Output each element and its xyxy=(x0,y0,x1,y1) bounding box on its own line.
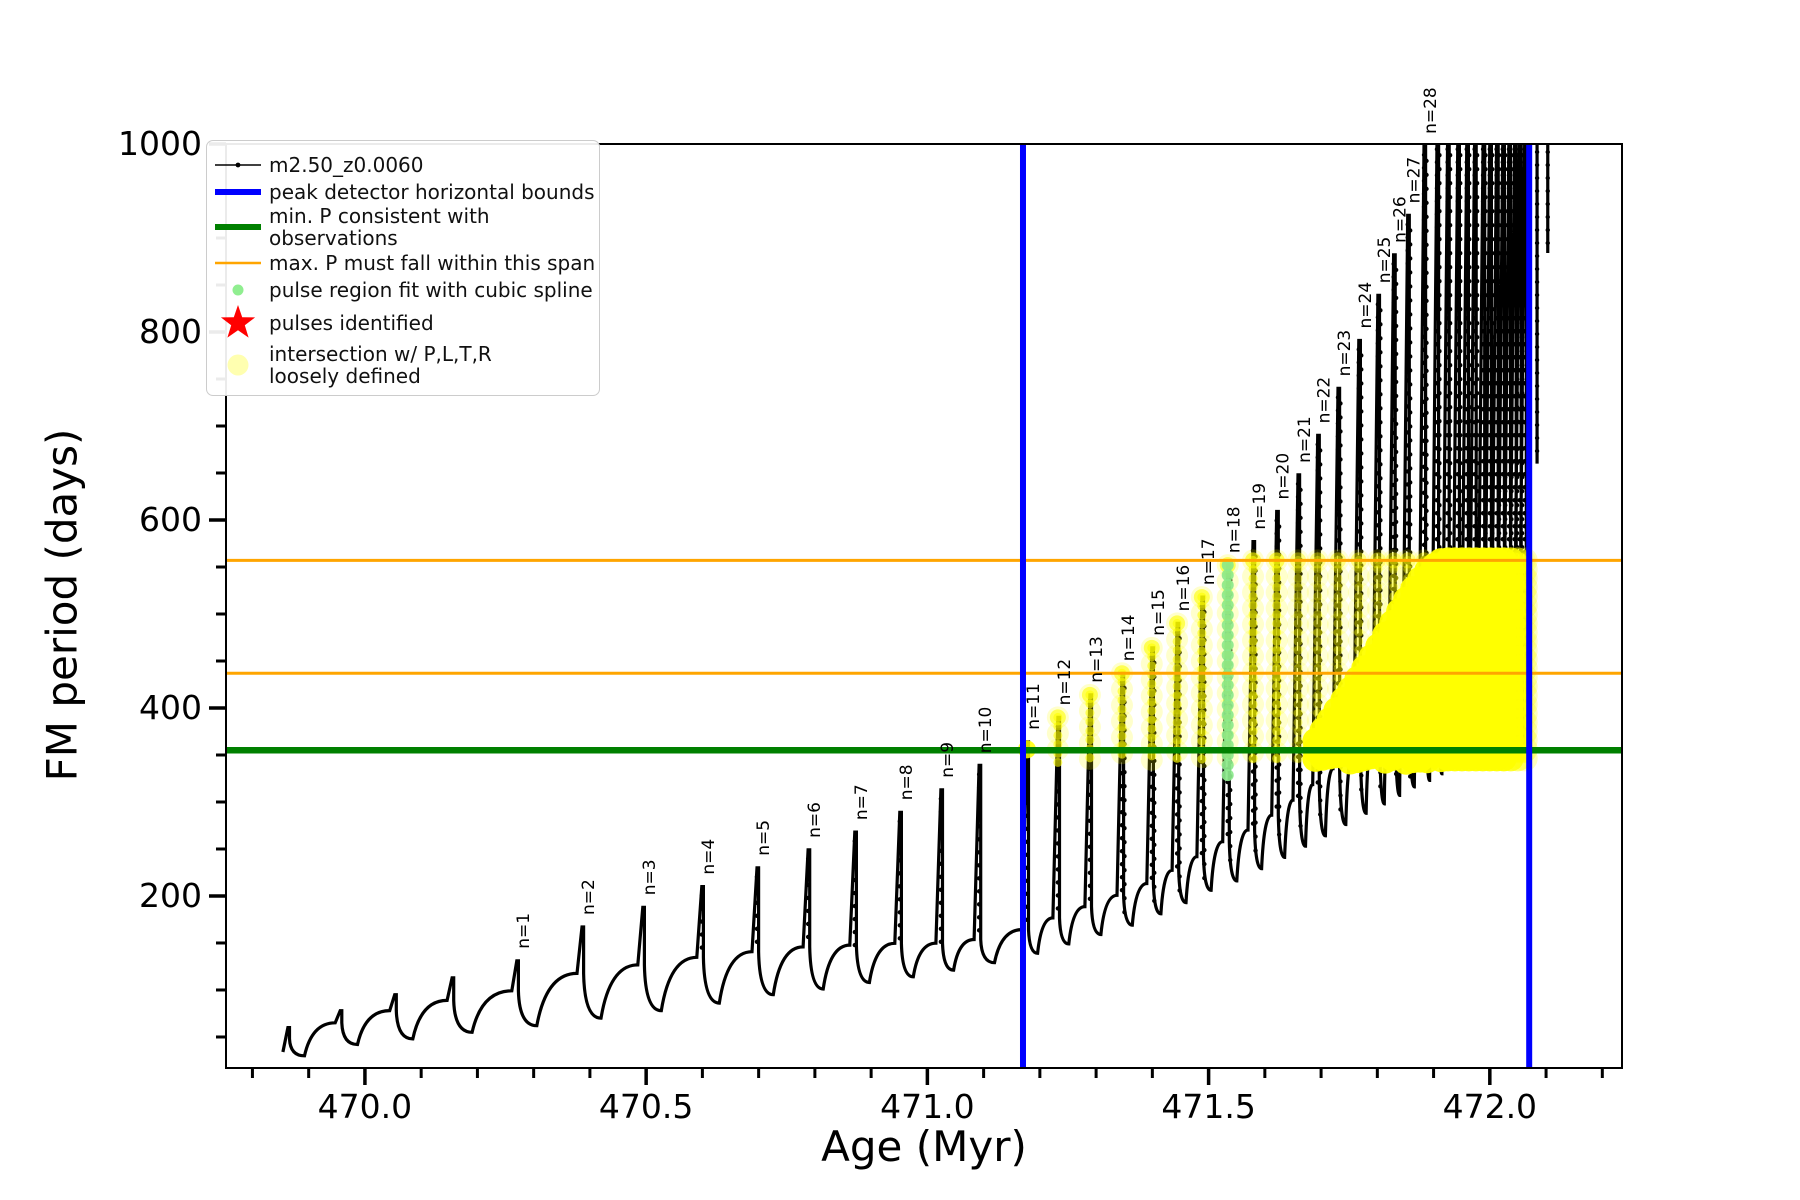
legend-entry-4: pulse region fit with cubic spline xyxy=(207,276,599,303)
plot-frame xyxy=(225,143,1623,1069)
legend-entry-5: pulses identified xyxy=(207,303,599,343)
pulse-number-labels: n=1 n=2 n=3 n=4 n=5 n=6 n=7 n=8 n=9 n=10 n=11 n=12 n… xyxy=(514,87,1441,949)
pulse-label-n=9: n=9 xyxy=(938,742,958,778)
axes: 470.0 470.5 471.0 471.5 472.0 200 400 600 800 100… xyxy=(118,124,1623,1126)
pulse-label-n=3: n=3 xyxy=(640,859,660,895)
pulse-label-n=25: n=25 xyxy=(1375,237,1395,284)
y-tick-label: 200 xyxy=(139,876,202,915)
pulse-label-n=16: n=16 xyxy=(1174,565,1194,612)
legend-entry-6: intersection w/ P,L,T,R loosely defined xyxy=(207,343,599,387)
green-spline-dots xyxy=(1221,559,1234,782)
pulse-label-n=4: n=4 xyxy=(699,839,719,875)
legend-label: min. P consistent with observations xyxy=(269,204,490,250)
pulse-label-n=7: n=7 xyxy=(852,784,872,820)
pulse-label-n=19: n=19 xyxy=(1250,483,1270,530)
pulse-label-n=6: n=6 xyxy=(805,802,825,838)
legend-label: pulse region fit with cubic spline xyxy=(269,277,593,302)
pulse-label-n=15: n=15 xyxy=(1149,589,1169,636)
pulse-label-n=28: n=28 xyxy=(1421,87,1441,134)
legend-entry-0: m2.50_z0.0060 xyxy=(207,151,599,178)
x-tick-label: 471.0 xyxy=(880,1087,974,1126)
pulse-label-n=17: n=17 xyxy=(1199,538,1219,585)
pulse-label-n=2: n=2 xyxy=(579,879,599,915)
pulse-label-n=13: n=13 xyxy=(1087,636,1107,683)
pulse-label-n=27: n=27 xyxy=(1405,157,1425,204)
legend-marker-star-icon xyxy=(220,305,256,338)
legend-marker-thickline-icon xyxy=(215,224,261,230)
legend-entry-2: min. P consistent with observations xyxy=(207,205,599,249)
pulse-label-n=8: n=8 xyxy=(897,764,917,800)
pulse-label-n=22: n=22 xyxy=(1315,377,1335,424)
y-axis-label: FM period (days) xyxy=(37,428,87,782)
pulse-label-n=11: n=11 xyxy=(1024,683,1044,730)
pulse-label-n=23: n=23 xyxy=(1335,330,1355,377)
legend-label: m2.50_z0.0060 xyxy=(269,152,424,177)
legend-label: intersection w/ P,L,T,R loosely defined xyxy=(269,342,492,388)
legend-marker-thickline-icon xyxy=(215,188,261,195)
pulse-label-n=1: n=1 xyxy=(514,913,534,949)
legend-marker-smalldot-icon xyxy=(232,284,244,295)
legend-marker-thinline-icon xyxy=(215,261,261,264)
track-marker-dots xyxy=(699,147,1550,950)
x-tick-label: 471.5 xyxy=(1161,1087,1255,1126)
plot-area xyxy=(226,144,1622,1068)
legend-entry-1: peak detector horizontal bounds xyxy=(207,178,599,205)
pulse-label-n=12: n=12 xyxy=(1055,659,1075,706)
x-tick-label: 470.5 xyxy=(599,1087,693,1126)
y-tick-label: 800 xyxy=(139,312,202,351)
pulse-label-n=14: n=14 xyxy=(1119,615,1139,662)
pulse-label-n=24: n=24 xyxy=(1356,282,1376,329)
legend-label: peak detector horizontal bounds xyxy=(269,179,595,204)
legend-box: m2.50_z0.0060 peak detector horizontal bo… xyxy=(206,140,600,396)
x-axis-label: Age (Myr) xyxy=(821,1122,1027,1171)
legend-marker-bigdot-icon xyxy=(227,354,249,376)
y-tick-label: 1000 xyxy=(118,124,202,163)
pulse-label-n=20: n=20 xyxy=(1274,453,1294,500)
legend-label: pulses identified xyxy=(269,311,434,335)
y-tick-label: 600 xyxy=(139,500,202,539)
legend-label: max. P must fall within this span xyxy=(269,250,596,275)
legend-entry-3: max. P must fall within this span xyxy=(207,249,599,276)
pulse-label-n=5: n=5 xyxy=(754,820,774,856)
x-tick-label: 472.0 xyxy=(1443,1087,1537,1126)
pulse-label-n=26: n=26 xyxy=(1391,196,1411,243)
legend-marker-line-dot-icon xyxy=(215,162,261,167)
x-tick-label: 470.0 xyxy=(318,1087,412,1126)
pulse-label-n=21: n=21 xyxy=(1295,416,1315,463)
pulse-label-n=18: n=18 xyxy=(1225,506,1245,553)
y-tick-label: 400 xyxy=(139,688,202,727)
pulse-label-n=10: n=10 xyxy=(976,707,996,754)
